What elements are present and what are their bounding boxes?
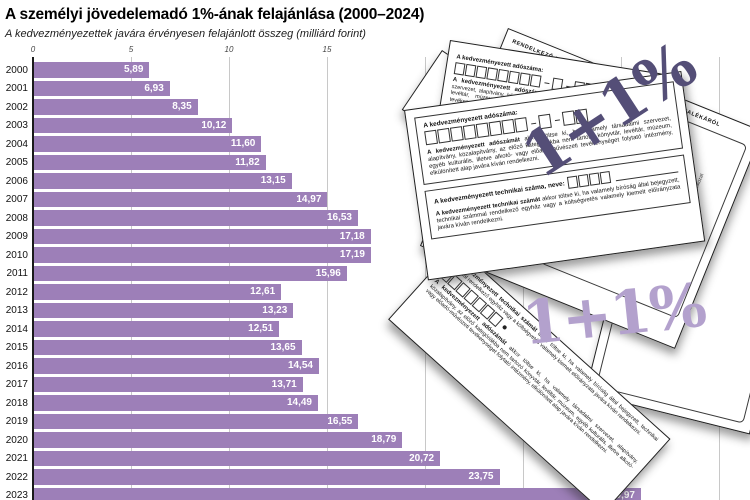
year-label-2018: 2018 bbox=[5, 397, 28, 409]
year-label-2010: 2010 bbox=[5, 249, 28, 261]
bar-2000: 5,89 bbox=[34, 62, 150, 78]
bar-2018: 14,49 bbox=[34, 395, 318, 411]
bar-value-label-2013: 13,23 bbox=[262, 304, 288, 316]
x-tick-label-0: 0 bbox=[30, 45, 36, 54]
year-label-2004: 2004 bbox=[5, 138, 28, 150]
year-label-2003: 2003 bbox=[5, 120, 28, 131]
bar-2014: 12,51 bbox=[34, 321, 280, 337]
bar-2002: 8,35 bbox=[34, 99, 198, 115]
year-label-2015: 2015 bbox=[5, 342, 28, 353]
year-label-2002: 2002 bbox=[5, 101, 28, 113]
bar-2004: 11,60 bbox=[34, 136, 262, 152]
bar-2012: 12,61 bbox=[34, 284, 282, 300]
bar-2003: 10,12 bbox=[34, 117, 233, 133]
bar-value-label-2017: 13,71 bbox=[271, 378, 297, 390]
bar-2010: 17,19 bbox=[34, 247, 371, 263]
year-label-2008: 2008 bbox=[5, 212, 28, 224]
year-label-2001: 2001 bbox=[5, 83, 28, 94]
x-tick-label-15: 15 bbox=[322, 45, 332, 54]
year-label-2009: 2009 bbox=[5, 231, 28, 242]
bar-2008: 16,53 bbox=[34, 210, 358, 226]
bar-value-label-2004: 11,60 bbox=[230, 138, 256, 149]
x-tick-label-5: 5 bbox=[128, 45, 134, 54]
bar-value-label-2010: 17,19 bbox=[339, 249, 365, 260]
year-label-2021: 2021 bbox=[5, 453, 28, 464]
bar-value-label-2011: 15,96 bbox=[315, 267, 341, 279]
page-subtitle: A kedvezményezettek javára érvényesen fe… bbox=[5, 28, 366, 40]
bar-2007: 14,97 bbox=[34, 191, 328, 207]
year-label-2012: 2012 bbox=[5, 286, 28, 298]
bar-2022: 23,75 bbox=[34, 469, 500, 485]
bar-2020: 18,79 bbox=[34, 432, 403, 448]
bar-value-label-2014: 12,51 bbox=[248, 323, 274, 334]
bullet-dot bbox=[501, 324, 508, 331]
bar-value-label-2007: 14,97 bbox=[296, 193, 322, 205]
bar-value-label-2001: 6,93 bbox=[144, 82, 164, 94]
bar-value-label-2006: 13,15 bbox=[260, 175, 286, 186]
year-label-2019: 2019 bbox=[5, 416, 28, 427]
bar-value-label-2003: 10,12 bbox=[201, 119, 227, 131]
bar-2009: 17,18 bbox=[34, 228, 371, 244]
bar-value-label-2000: 5,89 bbox=[123, 64, 144, 75]
bar-value-label-2009: 17,18 bbox=[339, 230, 365, 242]
bar-2023: 30,97 bbox=[34, 487, 641, 500]
year-label-2014: 2014 bbox=[5, 323, 28, 335]
bar-value-label-2018: 14,49 bbox=[286, 397, 312, 408]
bar-2017: 13,71 bbox=[34, 376, 303, 392]
bar-2006: 13,15 bbox=[34, 173, 292, 189]
bar-2005: 11,82 bbox=[34, 154, 266, 170]
bar-value-label-2005: 11,82 bbox=[235, 156, 260, 168]
bar-value-label-2015: 13,65 bbox=[270, 341, 296, 353]
bar-value-label-2019: 16,55 bbox=[327, 415, 353, 427]
year-label-2020: 2020 bbox=[5, 434, 28, 446]
bar-value-label-2020: 18,79 bbox=[371, 434, 397, 445]
year-label-2013: 2013 bbox=[5, 305, 28, 316]
year-label-2016: 2016 bbox=[5, 360, 28, 372]
year-label-2011: 2011 bbox=[6, 268, 28, 279]
bar-2013: 13,23 bbox=[34, 302, 294, 318]
year-label-2022: 2022 bbox=[5, 471, 28, 483]
year-label-2007: 2007 bbox=[5, 194, 28, 205]
bar-value-label-2016: 14,54 bbox=[287, 360, 313, 371]
bar-value-label-2012: 12,61 bbox=[250, 286, 276, 297]
year-label-2006: 2006 bbox=[5, 175, 28, 187]
year-label-2000: 2000 bbox=[5, 64, 28, 76]
x-tick-label-10: 10 bbox=[224, 45, 234, 54]
bar-2016: 14,54 bbox=[34, 358, 319, 374]
year-label-2005: 2005 bbox=[5, 157, 28, 168]
bar-value-label-2023: 30,97 bbox=[609, 489, 635, 500]
year-label-2023: 2023 bbox=[5, 490, 28, 500]
bar-value-label-2008: 16,53 bbox=[326, 212, 352, 223]
bar-value-label-2021: 20,72 bbox=[409, 452, 435, 464]
bar-value-label-2022: 23,75 bbox=[468, 471, 494, 482]
page-title: A személyi jövedelemadó 1%-ának felajánl… bbox=[5, 6, 425, 23]
chart-axis-line bbox=[32, 57, 34, 500]
year-label-2017: 2017 bbox=[5, 379, 28, 390]
bar-2019: 16,55 bbox=[34, 413, 359, 429]
bar-2015: 13,65 bbox=[34, 339, 302, 355]
bar-2021: 20,72 bbox=[34, 450, 441, 466]
bar-2001: 6,93 bbox=[34, 80, 170, 96]
bar-value-label-2002: 8,35 bbox=[172, 101, 192, 112]
bar-2011: 15,96 bbox=[34, 265, 347, 281]
